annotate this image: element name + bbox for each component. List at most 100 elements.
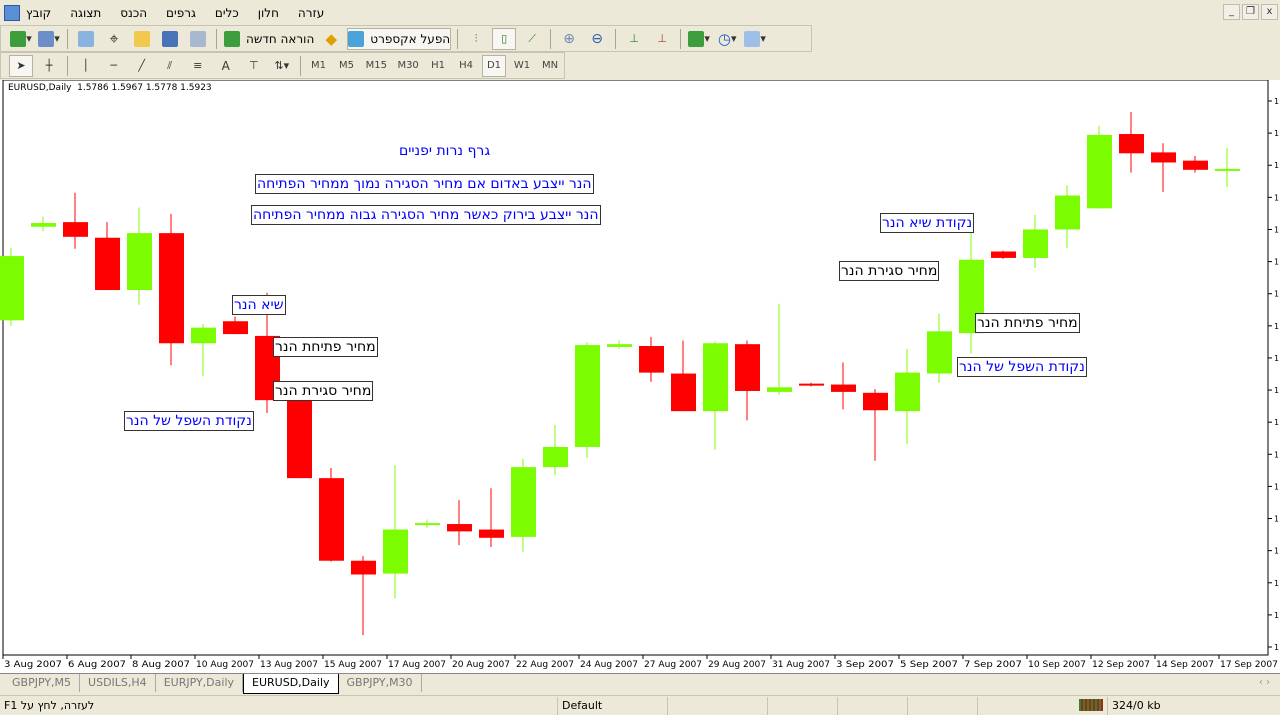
menu-insert[interactable]: הכנס: [120, 6, 148, 20]
timeframe-h4[interactable]: H4: [459, 60, 473, 71]
periods-button[interactable]: ◷ ▾: [717, 29, 737, 48]
y-tick-label: 1.3870: [1274, 161, 1280, 170]
strategy-tester-button[interactable]: [186, 28, 210, 50]
minimize-button[interactable]: _: [1223, 4, 1240, 20]
menu-tools[interactable]: כלים: [214, 6, 239, 20]
separator: [67, 55, 68, 76]
horizontal-line-button[interactable]: ─: [102, 55, 126, 77]
close-button[interactable]: x: [1261, 4, 1278, 20]
timeframe-d1[interactable]: D1: [482, 54, 506, 77]
tab-scroll-arrows[interactable]: ‹ ›: [1258, 677, 1270, 688]
chart-shift-button[interactable]: ⊥: [650, 28, 674, 50]
text-button[interactable]: A: [214, 55, 238, 77]
fibonacci-button[interactable]: ≡: [186, 55, 210, 77]
menu-file[interactable]: קובץ: [26, 6, 52, 20]
chart-annotation[interactable]: הנר ייצבע בירוק כאשר מחיר הסגירה גבוה ממ…: [251, 205, 601, 225]
y-tick-label: 1.3660: [1274, 354, 1280, 363]
zoom-out-button[interactable]: ⊖: [585, 28, 609, 50]
new-chart-button[interactable]: ▾: [9, 28, 33, 50]
data-window-button[interactable]: ⌖: [102, 28, 126, 50]
chart-annotation[interactable]: הנר ייצבע באדום אם מחיר הסגירה נמוך ממחי…: [255, 174, 594, 194]
vertical-line-icon: │: [82, 59, 90, 72]
timeframe-h1[interactable]: H1: [431, 60, 445, 71]
chart-annotation[interactable]: גרף נרות יפניים: [399, 143, 491, 159]
zoom-in-button[interactable]: ⊕: [557, 28, 581, 50]
cursor-button[interactable]: ➤: [9, 54, 33, 77]
chart-annotation[interactable]: מחיר פתיחת הנר: [273, 337, 378, 357]
zoom-in-icon: ⊕: [563, 30, 576, 47]
templates-button[interactable]: ▾: [743, 28, 767, 50]
bullish-candle: [383, 529, 408, 574]
chart-annotation[interactable]: מחיר סגירת הנר: [273, 381, 374, 401]
chart-annotation[interactable]: נקודת השפל של הנר: [957, 357, 1087, 377]
timeframe-m30[interactable]: M30: [397, 60, 419, 71]
tab-eurjpy-daily[interactable]: EURJPY,Daily: [156, 674, 244, 692]
market-watch-button[interactable]: [74, 28, 98, 50]
menu-window[interactable]: חלון: [257, 6, 279, 20]
tab-gbpjpy-m30[interactable]: GBPJPY,M30: [339, 674, 422, 692]
templates-icon: [744, 30, 761, 47]
chart-annotation[interactable]: מחיר פתיחת הנר: [975, 313, 1080, 333]
indicators-button[interactable]: ▾: [687, 28, 711, 50]
status-bar: לעזרה, לחץ על F1 Default 324/0 kb: [0, 695, 1280, 715]
text-label-icon: ⊤: [248, 59, 259, 72]
warning-icon: ◆: [325, 29, 338, 48]
y-tick-label: 1.3520: [1274, 482, 1280, 491]
timeframe-mn[interactable]: MN: [541, 60, 559, 71]
bearish-candle: [991, 251, 1016, 258]
timeframe-m15[interactable]: M15: [365, 60, 388, 71]
navigator-button[interactable]: [130, 28, 154, 50]
x-tick-label: 31 Aug 2007: [772, 660, 830, 670]
chart-annotation[interactable]: שיא הנר: [232, 295, 286, 315]
y-tick-label: 1.3905: [1274, 129, 1280, 138]
candlestick-button[interactable]: ▯: [492, 27, 517, 50]
bullish-candle: [895, 372, 920, 412]
expert-advisors-button[interactable]: הפעל אקספרט: [347, 27, 452, 50]
timeframe-m5[interactable]: M5: [338, 60, 354, 71]
bullish-candle: [191, 327, 216, 344]
new-order-button[interactable]: הוראה חדשה: [223, 28, 315, 50]
menu-charts[interactable]: גרפים: [166, 6, 196, 20]
menu-view[interactable]: תצוגה: [70, 6, 102, 20]
restore-button[interactable]: ❐: [1242, 4, 1259, 20]
bullish-candle: [415, 523, 440, 526]
chart-annotation[interactable]: נקודת השפל של הנר: [124, 411, 254, 431]
timeframe-w1[interactable]: W1: [513, 60, 531, 71]
x-tick-label: 8 Aug 2007: [132, 660, 190, 670]
auto-scroll-button[interactable]: ⊥: [622, 28, 646, 50]
x-tick-label: 22 Aug 2007: [516, 660, 574, 670]
bullish-candle: [1055, 195, 1080, 230]
profiles-button[interactable]: ▾: [37, 28, 61, 50]
line-chart-button[interactable]: ⟋: [520, 28, 544, 50]
text-label-button[interactable]: ⊤: [242, 55, 266, 77]
vertical-line-button[interactable]: │: [74, 55, 98, 77]
status-profile: Default: [558, 696, 668, 715]
bearish-candle: [447, 524, 472, 532]
trendline-button[interactable]: ╱: [130, 55, 154, 77]
terminal-button[interactable]: [158, 28, 182, 50]
tab-eurusd-daily[interactable]: EURUSD,Daily: [243, 674, 339, 694]
equidistant-channel-button[interactable]: ⫽: [158, 55, 182, 77]
timeframe-m1[interactable]: M1: [310, 60, 326, 71]
chart-annotation[interactable]: נקודת שיא הנר: [880, 213, 975, 233]
line-chart-icon: ⟋: [528, 31, 536, 45]
tab-gbpjpy-m5[interactable]: GBPJPY,M5: [4, 674, 81, 692]
alert-button[interactable]: ◆: [319, 28, 343, 50]
chart-annotation[interactable]: מחיר סגירת הנר: [839, 261, 940, 281]
bearish-candle: [351, 560, 376, 575]
chart-window[interactable]: 1.3940 1.3905 1.3870 1.3835 1.3800 1.3765 1.37…: [0, 80, 1280, 673]
crosshair-button[interactable]: ┼: [37, 55, 61, 77]
candlestick-chart[interactable]: 1.3940 1.3905 1.3870 1.3835 1.3800 1.3765 1.37…: [0, 80, 1280, 673]
bar-chart-button[interactable]: ⫶: [464, 28, 488, 50]
bullish-candle: [1023, 229, 1048, 258]
tab-usdils-h4[interactable]: USDILS,H4: [80, 674, 156, 692]
menu-help[interactable]: עזרה: [297, 6, 325, 20]
arrows-icon: ⇅: [274, 59, 284, 72]
bearish-candle: [319, 478, 344, 561]
clock-icon: ◷: [717, 29, 731, 48]
plot-frame: [2, 80, 1269, 656]
bearish-candle: [639, 346, 664, 373]
bearish-candle: [95, 237, 120, 291]
arrows-button[interactable]: ⇅ ▾: [274, 59, 290, 72]
indicators-icon: [688, 30, 705, 47]
